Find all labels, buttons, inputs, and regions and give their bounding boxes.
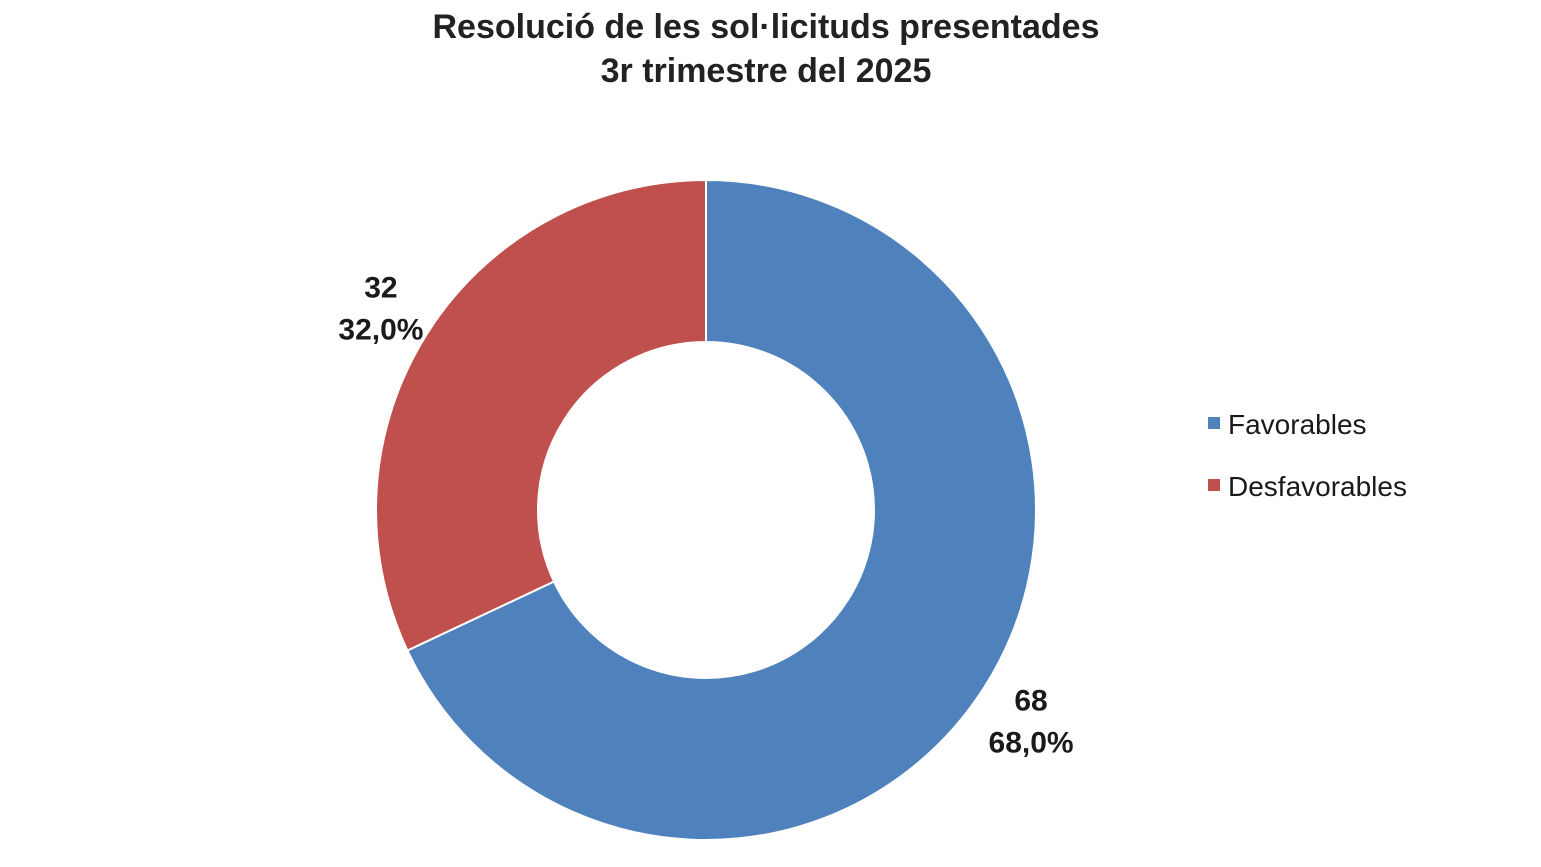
slices-group (375, 178, 1037, 841)
data-label-value-desfavorables: 32 (364, 272, 397, 305)
legend-label-favorables: Favorables (1228, 409, 1367, 440)
slice-favorables (406, 178, 1037, 841)
chart-subtitle: 3r trimestre del 2025 (601, 52, 932, 90)
slice-desfavorables (375, 178, 707, 652)
legend-swatch-desfavorables (1208, 479, 1220, 491)
legend-swatch-favorables (1208, 417, 1220, 429)
data-labels-group: 68 68,0% 32 32,0% (338, 272, 1073, 760)
chart-title: Resolució de les sol·licituds presentade… (433, 8, 1100, 46)
data-label-percent-favorables: 68,0% (989, 726, 1074, 759)
data-label-value-favorables: 68 (1014, 684, 1047, 717)
legend-label-desfavorables: Desfavorables (1228, 471, 1407, 502)
data-label-percent-desfavorables: 32,0% (338, 314, 423, 347)
legend: Favorables Desfavorables (1208, 409, 1407, 502)
